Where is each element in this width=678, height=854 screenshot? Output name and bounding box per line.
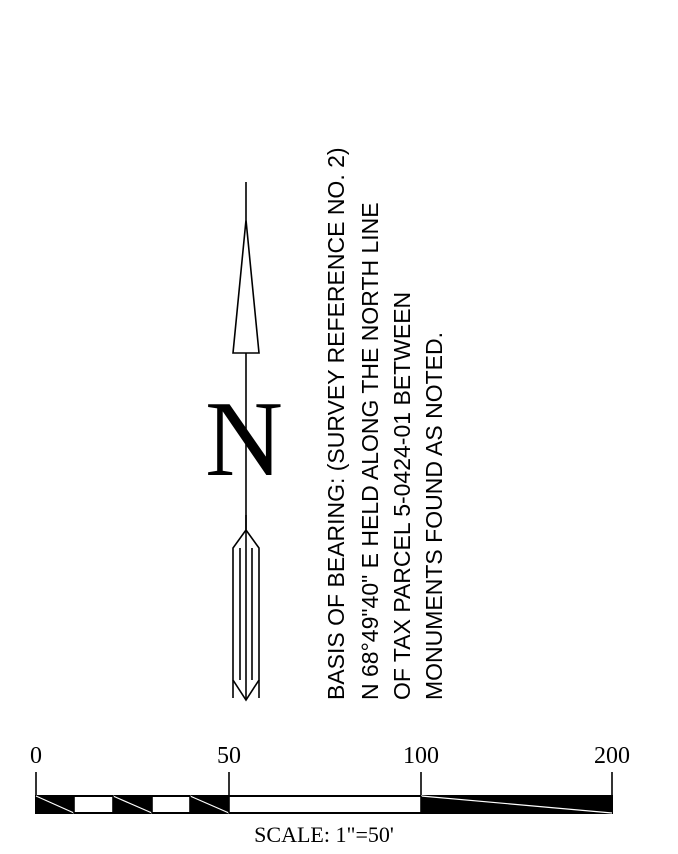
scale-label-0: 0	[30, 743, 42, 769]
scale-caption: SCALE: 1"=50'	[254, 822, 394, 847]
bearing-line-1: BASIS OF BEARING: (SURVEY REFERENCE NO. …	[323, 147, 349, 700]
bearing-line-3: OF TAX PARCEL 5-0424-01 BETWEEN	[389, 292, 415, 700]
scale-label-100: 100	[403, 743, 439, 769]
north-arrow-head	[232, 182, 260, 354]
scale-label-50: 50	[217, 743, 241, 769]
bearing-line-4: MONUMENTS FOUND AS NOTED.	[421, 332, 447, 700]
north-arrow-tail	[232, 515, 260, 702]
scale-label-200: 200	[594, 743, 630, 769]
scale-bar: 0 50 100 200	[30, 743, 630, 847]
basis-of-bearing-note: BASIS OF BEARING: (SURVEY REFERENCE NO. …	[323, 147, 447, 700]
north-letter: N	[205, 380, 283, 499]
bearing-line-2: N 68°49"40" E HELD ALONG THE NORTH LINE	[357, 202, 383, 700]
north-arrow-icon	[232, 182, 260, 702]
